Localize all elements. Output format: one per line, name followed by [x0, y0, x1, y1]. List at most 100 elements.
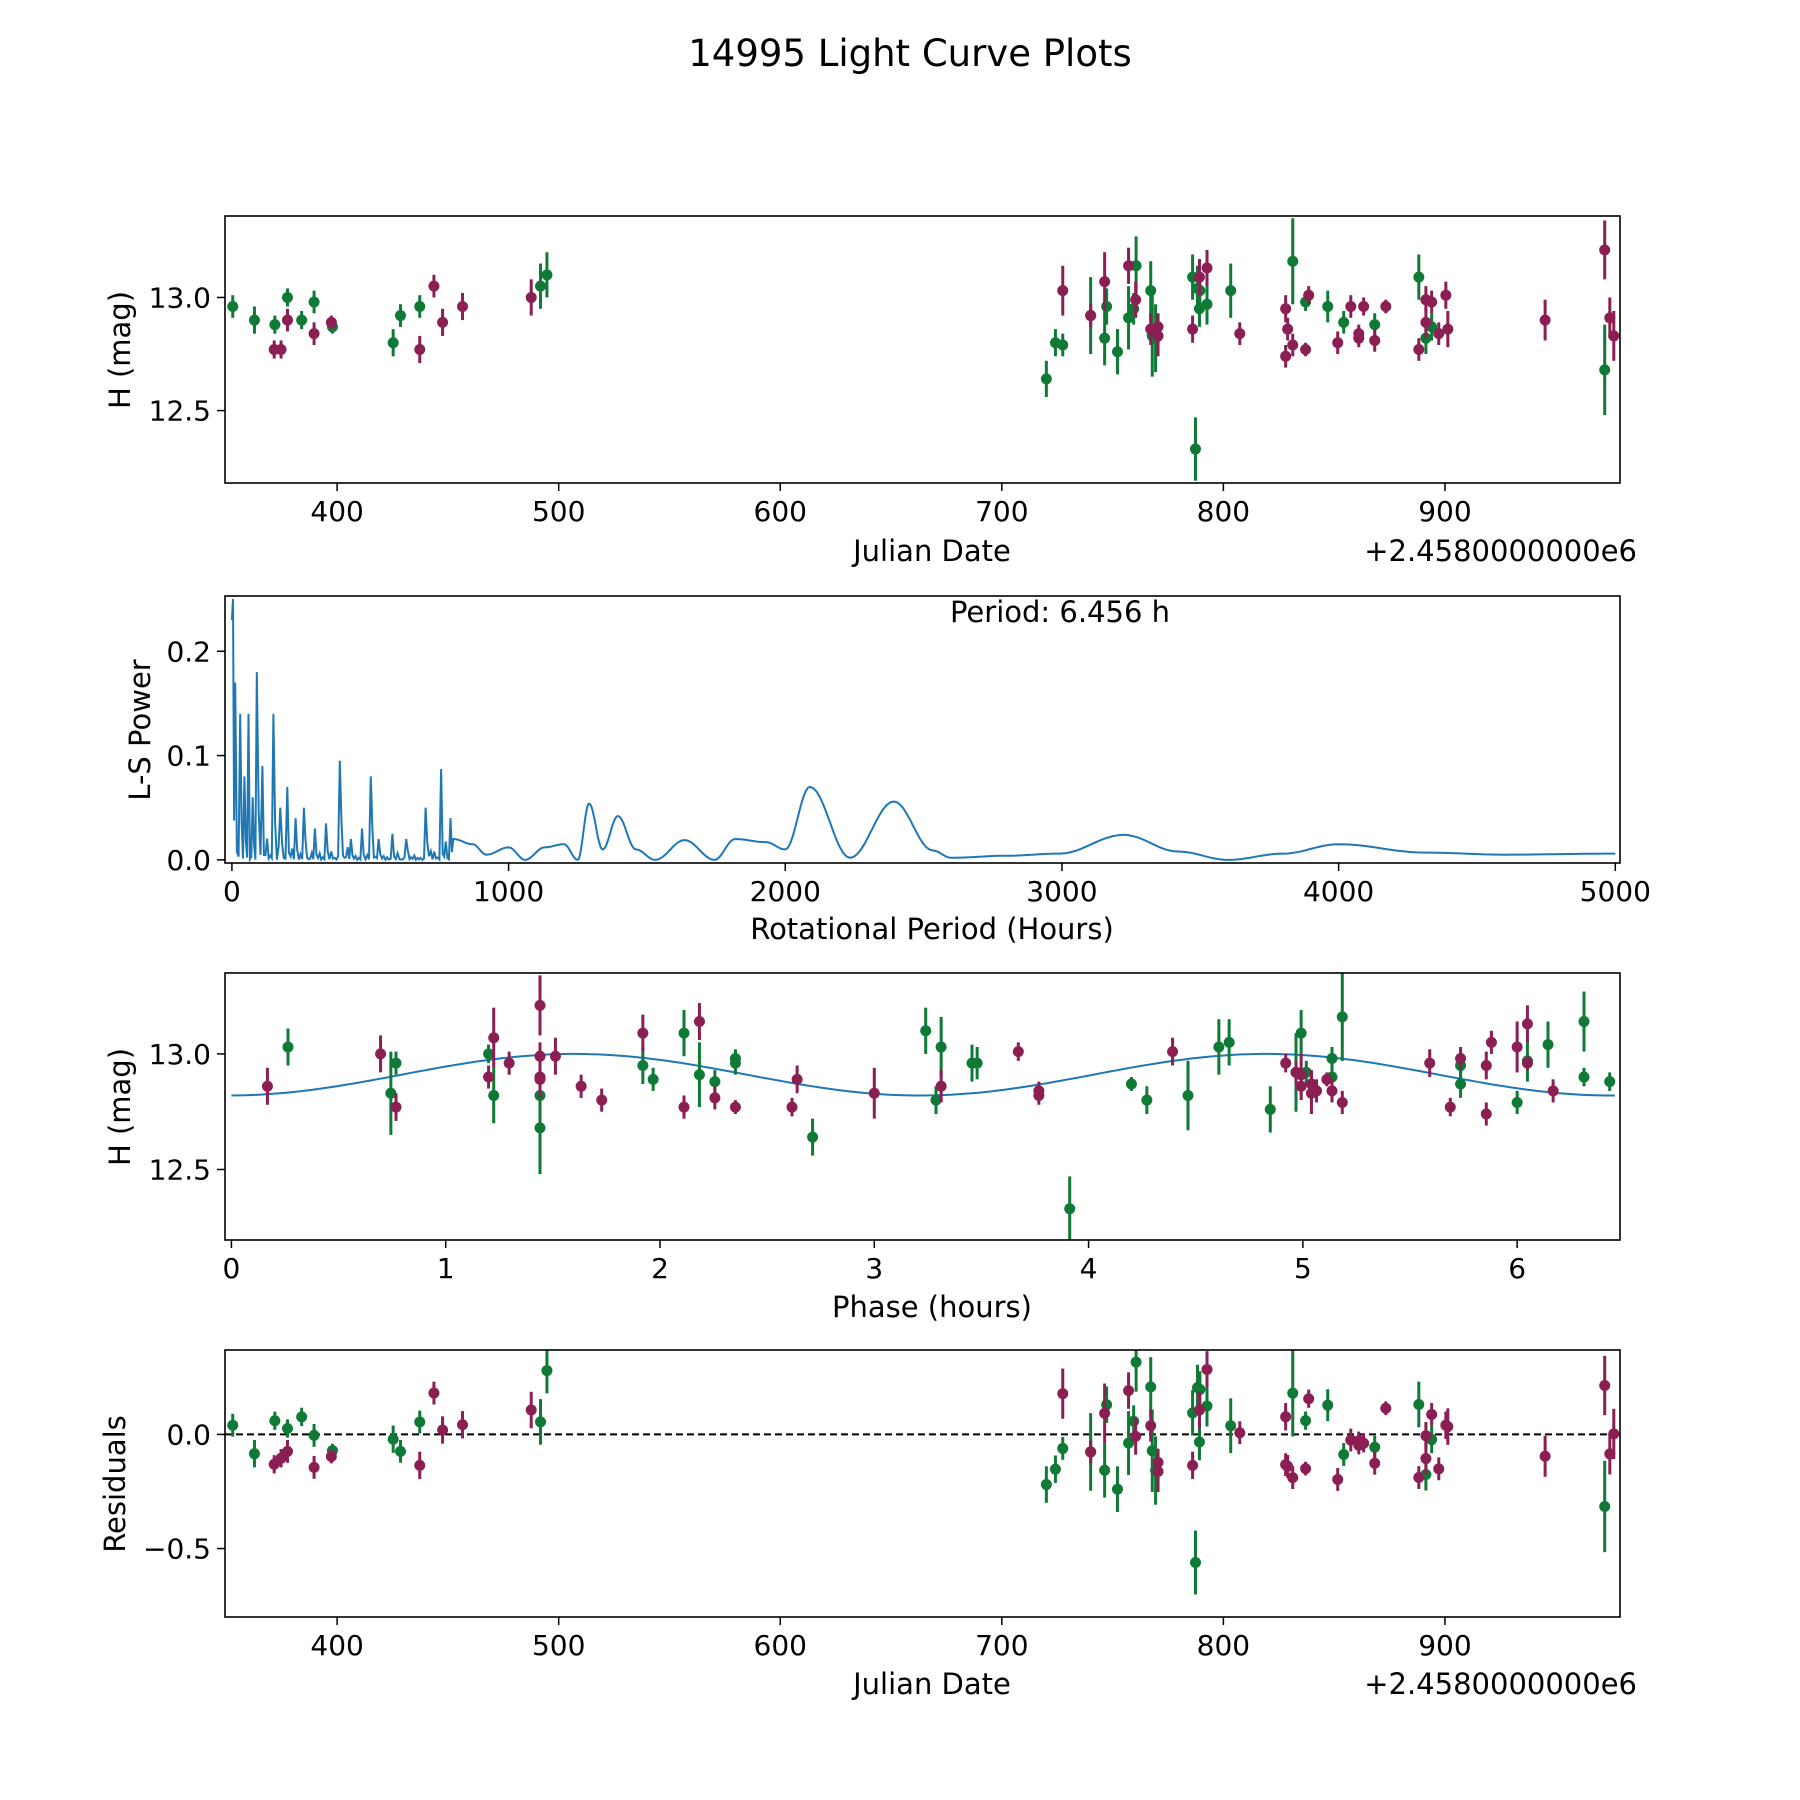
- data-point: [325, 1450, 337, 1462]
- y-tick-label: −0.5: [143, 1533, 211, 1566]
- data-point: [935, 1080, 947, 1092]
- data-point: [437, 1424, 449, 1436]
- data-point: [575, 1080, 587, 1092]
- data-point: [227, 301, 239, 313]
- x-tick-label: 900: [1418, 495, 1471, 528]
- x-tick-label: 800: [1197, 1629, 1250, 1662]
- data-point: [1187, 323, 1199, 335]
- data-point: [428, 1387, 440, 1399]
- data-point: [483, 1071, 495, 1083]
- data-point: [308, 1461, 320, 1473]
- data-point: [1300, 344, 1312, 355]
- data-point: [1213, 1041, 1225, 1053]
- data-point: [535, 1416, 547, 1428]
- data-point: [1442, 1421, 1454, 1433]
- data-point: [1287, 255, 1299, 267]
- x-tick-label: 2000: [750, 875, 821, 908]
- data-point: [394, 1445, 406, 1457]
- data-point: [1358, 301, 1370, 313]
- data-point: [729, 1053, 741, 1065]
- data-point: [281, 314, 293, 326]
- data-point: [1413, 1472, 1425, 1484]
- data-point: [1413, 271, 1425, 283]
- lightcurve-offset-label: +2.4580000000e6: [1364, 534, 1637, 568]
- residuals-xlabel: Julian Date: [851, 1667, 1011, 1701]
- data-point: [1608, 330, 1620, 342]
- data-point: [387, 1433, 399, 1445]
- x-tick-label: 900: [1418, 1629, 1471, 1662]
- data-point: [1234, 328, 1246, 340]
- data-point: [1608, 1428, 1620, 1440]
- data-point: [541, 1365, 553, 1377]
- data-point: [1547, 1085, 1559, 1097]
- data-point: [1578, 1016, 1590, 1028]
- data-point: [387, 337, 399, 349]
- panel-periodogram: Rotational Period (Hours) L-S Power Peri…: [123, 595, 1170, 946]
- data-point: [1413, 344, 1425, 355]
- data-point: [1085, 310, 1097, 322]
- data-point: [709, 1076, 721, 1088]
- y-tick-label: 12.5: [149, 395, 211, 428]
- data-point: [1369, 1457, 1381, 1469]
- y-tick-label: 0.0: [166, 844, 211, 877]
- data-point: [1194, 1383, 1206, 1395]
- figure-title: 14995 Light Curve Plots: [688, 32, 1132, 75]
- data-point: [457, 1419, 469, 1431]
- data-point: [534, 1071, 546, 1083]
- panel-phased: Phase (hours) H (mag): [103, 1048, 1032, 1324]
- data-point: [1057, 1388, 1069, 1400]
- data-point: [1123, 1437, 1135, 1449]
- lightcurve-axes: 400 500 600 700 800 900 12.5 13.0: [149, 215, 1621, 528]
- data-point: [414, 1459, 426, 1471]
- data-point: [1433, 1463, 1445, 1475]
- data-point: [1152, 330, 1164, 342]
- data-point: [1201, 298, 1213, 310]
- y-tick-label: 12.5: [149, 1153, 211, 1186]
- data-point: [390, 1101, 402, 1113]
- lightcurve-ylabel: H (mag): [103, 291, 137, 409]
- data-point: [1455, 1078, 1467, 1090]
- data-point: [483, 1048, 495, 1060]
- phased-plot-area: [231, 973, 1616, 1240]
- data-point: [248, 314, 260, 326]
- data-point: [1225, 285, 1237, 297]
- data-point: [308, 328, 320, 340]
- data-point: [637, 1027, 649, 1039]
- data-point: [1167, 1046, 1179, 1058]
- data-point: [227, 1419, 239, 1431]
- x-tick-label: 700: [975, 495, 1028, 528]
- x-tick-label: 3: [865, 1252, 883, 1285]
- data-point: [488, 1032, 500, 1044]
- phased-ylabel: H (mag): [103, 1048, 137, 1166]
- data-point: [1426, 1408, 1438, 1420]
- residuals-frame: [224, 1349, 1621, 1618]
- data-point: [1480, 1108, 1492, 1120]
- data-point: [1130, 294, 1142, 306]
- lightcurve-frame: [224, 215, 1621, 484]
- data-point: [1332, 1473, 1344, 1485]
- data-point: [1303, 1393, 1315, 1405]
- periodogram-axes: 0 1000 2000 3000 4000 5000 0.0 0.1 0.2: [166, 595, 1651, 908]
- data-point: [1322, 301, 1334, 313]
- data-point: [275, 344, 287, 355]
- data-point: [693, 1016, 705, 1028]
- data-point: [428, 280, 440, 292]
- data-point: [678, 1101, 690, 1113]
- data-point: [1369, 334, 1381, 346]
- x-tick-label: 5: [1294, 1252, 1312, 1285]
- y-tick-label: 13.0: [149, 1038, 211, 1071]
- x-tick-label: 600: [754, 1629, 807, 1662]
- data-point: [1130, 260, 1142, 272]
- x-tick-label: 600: [754, 495, 807, 528]
- data-point: [1057, 339, 1069, 351]
- data-point: [281, 291, 293, 303]
- data-point: [1264, 1103, 1276, 1115]
- data-point: [1485, 1036, 1497, 1048]
- data-point: [1521, 1057, 1533, 1069]
- data-point: [1300, 1463, 1312, 1475]
- data-point: [375, 1048, 387, 1060]
- data-point: [281, 1423, 293, 1435]
- data-point: [1193, 1404, 1205, 1416]
- model-curve: [231, 1052, 1615, 1097]
- data-point: [807, 1131, 819, 1143]
